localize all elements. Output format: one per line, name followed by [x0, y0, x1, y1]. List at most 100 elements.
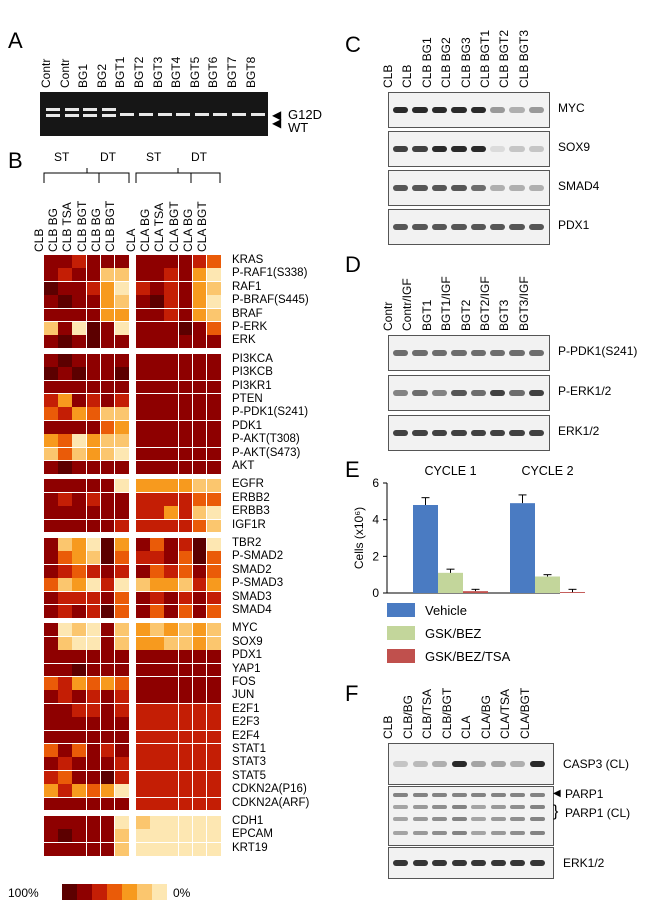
- heatmap-cell: [192, 434, 207, 447]
- blot-band: [490, 831, 506, 835]
- heatmap-cell: [207, 717, 221, 730]
- blot-band: [490, 430, 506, 436]
- gel-band: [64, 114, 79, 117]
- heatmap-cell: [44, 461, 58, 474]
- blot-band: [431, 224, 448, 230]
- heatmap-cell: [58, 784, 72, 797]
- heatmap-cell: [115, 492, 129, 506]
- legend-swatch: [387, 626, 415, 640]
- blot-strip: [388, 335, 550, 371]
- gene-label: P-SMAD3: [232, 577, 284, 590]
- band-label-wt: WT: [288, 120, 309, 135]
- heatmap-cell: [178, 322, 193, 335]
- blot-band: [490, 185, 506, 191]
- heatmap-cell: [58, 636, 72, 650]
- heatmap-cell: [72, 784, 86, 797]
- heatmap-cell: [115, 797, 129, 811]
- blot-band: [471, 817, 486, 821]
- blot-lane-label: CLB/BGT: [439, 687, 454, 739]
- heatmap-cell: [86, 308, 101, 322]
- heatmap-cell: [58, 744, 72, 757]
- blot-band: [412, 430, 428, 436]
- heatmap-cell: [58, 380, 72, 394]
- legend-swatch: [137, 884, 152, 900]
- heatmap-cell: [72, 650, 86, 663]
- heatmap-cell: [100, 380, 115, 394]
- heatmap-cell: [44, 367, 58, 380]
- heatmap-cell: [115, 636, 129, 650]
- heatmap-cell: [207, 690, 221, 704]
- blot-band: [509, 146, 525, 152]
- heatmap-cell: [72, 551, 86, 565]
- heatmap-cell: [100, 757, 115, 771]
- heatmap-cell: [115, 434, 129, 447]
- heatmap-cell: [192, 623, 207, 637]
- heatmap-cell: [150, 564, 164, 578]
- heatmap-cell: [100, 730, 115, 744]
- heatmap-cell: [207, 650, 221, 663]
- heatmap-cell: [136, 335, 150, 349]
- heatmap-cell: [115, 322, 129, 335]
- heatmap-cell: [58, 578, 72, 591]
- heatmap-cell: [192, 564, 207, 578]
- gene-label: ERK: [232, 334, 256, 347]
- heatmap-cell: [178, 492, 193, 506]
- gene-label: STAT3: [232, 756, 267, 769]
- heatmap-cell: [58, 829, 72, 843]
- gene-label: SMAD4: [232, 604, 272, 616]
- heatmap-cell: [192, 605, 207, 618]
- heatmap-cell: [192, 380, 207, 394]
- heatmap-cell: [136, 564, 150, 578]
- heatmap-cell: [192, 730, 207, 744]
- heatmap-cell: [192, 636, 207, 650]
- heatmap-cell: [207, 268, 221, 282]
- blot-label: SMAD4: [558, 179, 600, 193]
- blot-lane-label: Contr/IGF: [400, 278, 415, 331]
- heatmap-cell: [136, 842, 150, 856]
- heatmap-cell: [136, 268, 150, 282]
- heatmap-cell: [136, 353, 150, 367]
- heatmap-cell: [150, 797, 164, 811]
- heatmap-cell: [178, 255, 193, 268]
- blot-band: [471, 831, 486, 835]
- heatmap-cell: [72, 816, 86, 829]
- gel-lane-label: BGT1: [113, 56, 128, 88]
- legend-swatch: [152, 884, 167, 900]
- heatmap-cell: [207, 308, 221, 322]
- heatmap-cell: [44, 434, 58, 447]
- heatmap-col-label: CLB BG: [88, 207, 103, 252]
- blot-lane-label: CLA/BGT: [517, 687, 532, 739]
- heatmap-cell: [72, 605, 86, 618]
- blot-band: [451, 430, 467, 436]
- heatmap-cell: [150, 479, 164, 493]
- heatmap-cell: [164, 434, 178, 447]
- heatmap-cell: [115, 591, 129, 605]
- heatmap-cell: [115, 394, 129, 407]
- heatmap-cell: [164, 636, 178, 650]
- heatmap-col-label: CLA BGT: [195, 201, 209, 252]
- heatmap-cell: [192, 479, 207, 493]
- heatmap-cell: [86, 690, 101, 704]
- heatmap-cell: [150, 784, 164, 797]
- blot-band: [470, 107, 486, 113]
- heatmap-cell: [207, 623, 221, 637]
- blot-lane-label: CLB: [400, 64, 415, 88]
- heatmap-cell: [72, 367, 86, 380]
- blot-band: [529, 761, 545, 767]
- heatmap-cell: [164, 578, 178, 591]
- heatmap-cell: [150, 407, 164, 421]
- heatmap-cell: [150, 650, 164, 663]
- gene-label: SOX9: [232, 635, 263, 648]
- heatmap-cell: [207, 757, 221, 771]
- heatmap-cell: [150, 690, 164, 704]
- heatmap-cell: [164, 506, 178, 519]
- heatmap-cell: [164, 797, 178, 811]
- heatmap-cell: [178, 744, 193, 757]
- heatmap-cell: [178, 447, 193, 461]
- legend-swatch: [387, 649, 415, 663]
- heatmap-cell: [178, 770, 193, 784]
- blot-band: [412, 805, 428, 809]
- heatmap-cell: [136, 730, 150, 744]
- blot-band: [528, 350, 545, 356]
- y-tick-label: 4: [372, 513, 379, 527]
